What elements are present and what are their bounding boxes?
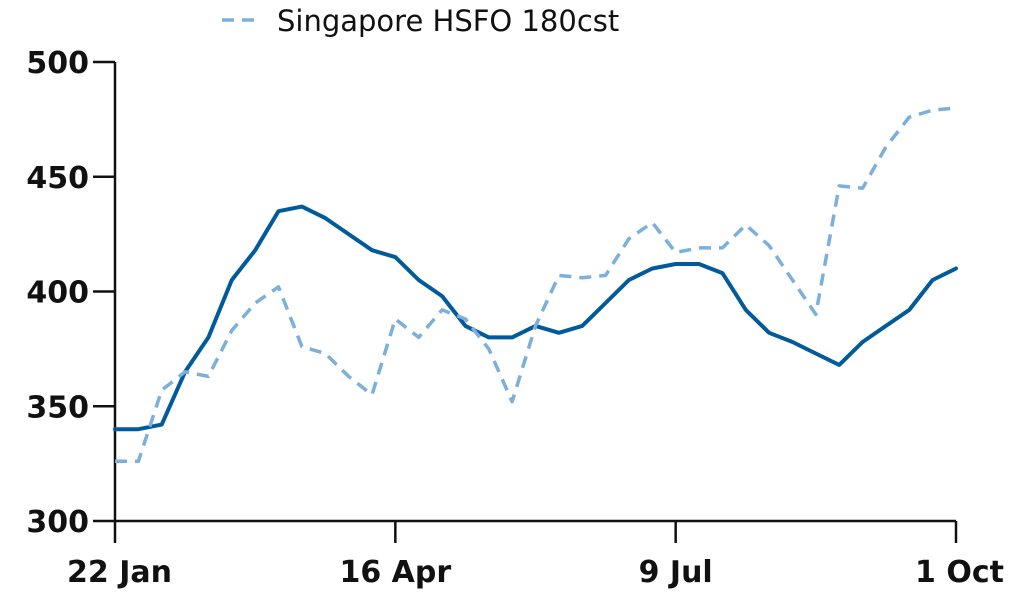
axes: 300 350 400 450 500 22 Jan 16 Apr 9 Jul 1 Oct: [26, 46, 1004, 590]
y-tick-label: 450: [26, 161, 89, 196]
y-tick-label: 350: [26, 390, 89, 425]
x-tick-label: 9 Jul: [639, 555, 713, 590]
legend: Singapore HSFO 180cst: [222, 4, 619, 38]
x-tick-label: 1 Oct: [915, 555, 1004, 590]
y-tick-label: 300: [26, 505, 89, 540]
x-tick-label: 16 Apr: [339, 555, 451, 590]
y-tick-label: 500: [26, 46, 89, 81]
series-line-dashed: [115, 106, 957, 464]
legend-label: Singapore HSFO 180cst: [277, 4, 619, 38]
series-layer: [113, 106, 958, 464]
x-tick-label: 22 Jan: [67, 555, 172, 590]
y-tick-label: 400: [26, 276, 89, 311]
